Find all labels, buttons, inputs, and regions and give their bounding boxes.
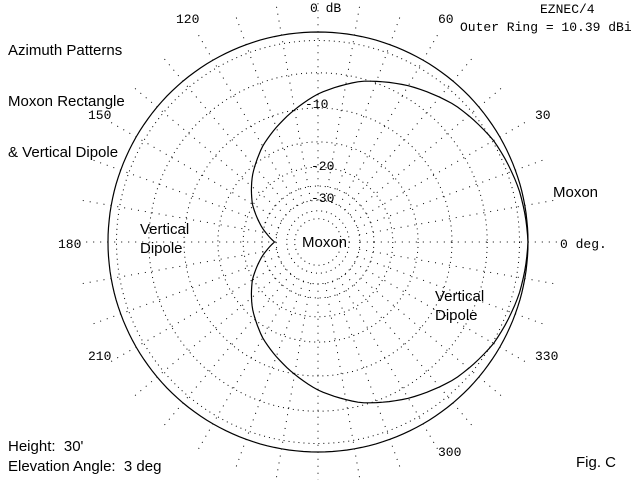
title-line-1: Azimuth Patterns [8, 42, 123, 59]
r-label-neg10: -10 [305, 97, 328, 112]
software-label: EZNEC/4 [540, 2, 595, 17]
angle-label-150: 150 [88, 108, 111, 123]
angle-label-180: 180 [58, 237, 81, 252]
title-line-2: Moxon Rectangle [8, 93, 125, 110]
grid-ring-3 [217, 141, 419, 343]
elevation-label: Elevation Angle: 3 deg [8, 458, 162, 475]
r-label-neg20: -20 [311, 159, 334, 174]
series-moxon [250, 80, 529, 404]
annotation-1: Moxon [302, 234, 347, 251]
title-block: Azimuth Patterns Moxon Rectangle & Verti… [8, 8, 125, 178]
annotation-0: Moxon [553, 184, 598, 201]
grid-ring-0 [116, 40, 520, 444]
grid-ring-4 [242, 166, 394, 318]
r-label-neg30: -30 [311, 191, 334, 206]
angle-label-210: 210 [88, 349, 111, 364]
r-label-0: 0 dB [310, 1, 341, 16]
annotation-2: Vertical Dipole [140, 221, 189, 257]
angle-label-330: 330 [535, 349, 558, 364]
outer-ring-label: Outer Ring = 10.39 dBi [460, 20, 632, 35]
grid-ring-7 [286, 210, 350, 274]
title-line-3: & Vertical Dipole [8, 144, 119, 161]
fig-label: Fig. C [576, 454, 617, 471]
angle-label-30: 30 [535, 108, 551, 123]
grid-ring-1 [148, 72, 488, 412]
series-vertical-dipole [107, 31, 529, 453]
angle-label-60: 60 [438, 12, 454, 27]
annotation-3: Vertical Dipole [435, 288, 484, 324]
angle-label-0: 0 deg. [560, 237, 607, 252]
angle-label-300: 300 [438, 445, 461, 460]
grid-ring-2 [183, 107, 453, 377]
grid-ring-8 [294, 218, 342, 266]
height-label: Height: 30' [8, 438, 84, 455]
angle-label-120: 120 [176, 12, 199, 27]
